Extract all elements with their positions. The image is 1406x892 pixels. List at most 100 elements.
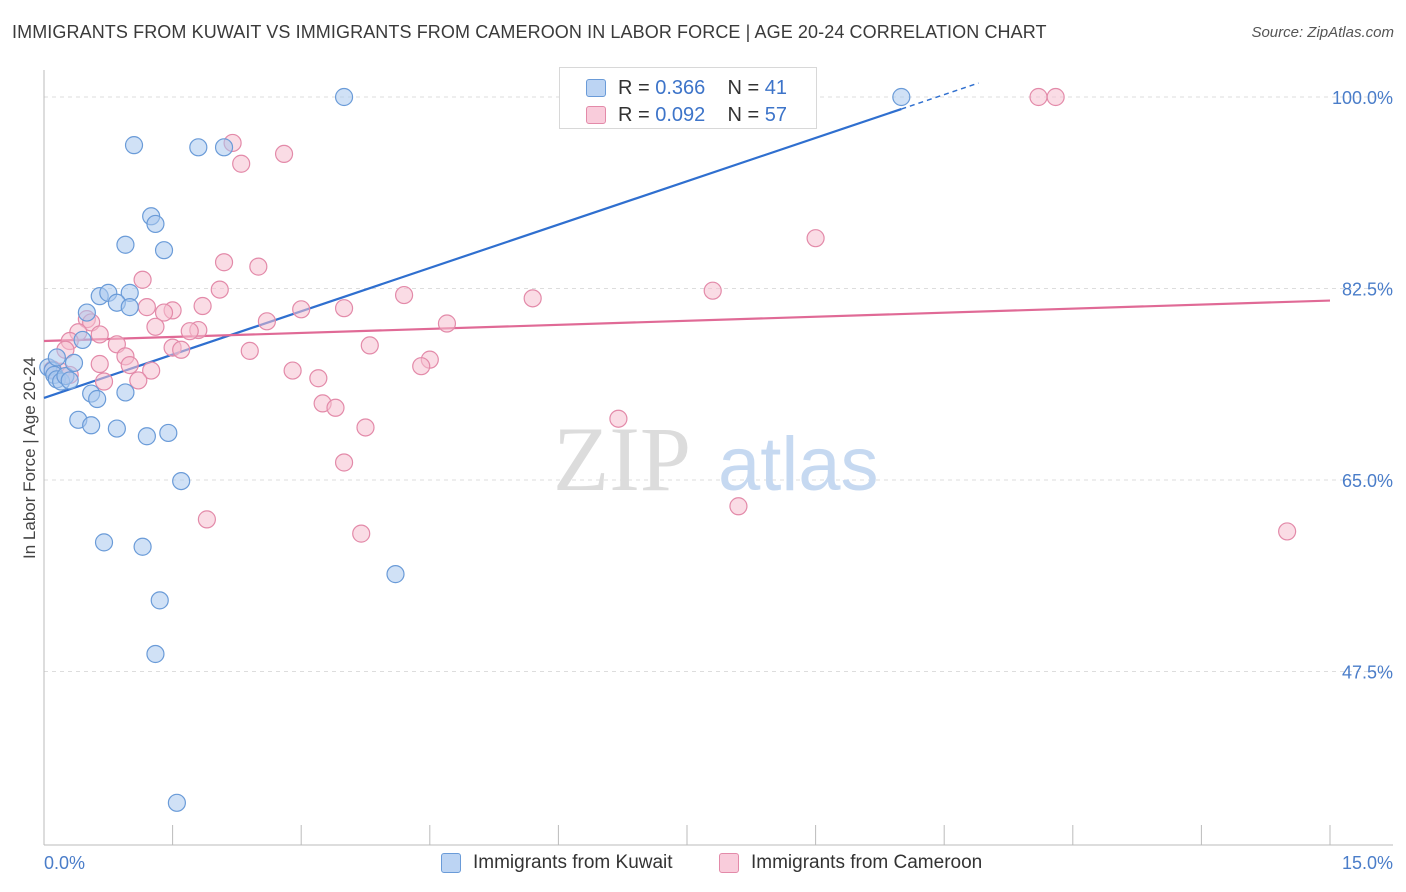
cameroon-point-5 [806,229,825,248]
legend-n-kuwait: 41 [764,77,788,99]
y-tick-label-3: 100.0% [1332,88,1393,108]
cameroon-point-48 [356,418,375,437]
cameroon-point-11 [523,289,542,308]
kuwait-point-23 [64,353,84,373]
legend-n-cameroon: 57 [764,104,788,126]
cameroon-point-31 [172,340,191,359]
kuwait-point-26 [88,389,107,409]
legend-r-kuwait: 0.366 [655,77,706,99]
cameroon-point-42 [94,372,114,391]
y-tick-label-0: 47.5% [1342,663,1393,683]
cameroon-point-52 [352,524,371,543]
kuwait-point-37 [150,591,169,610]
kuwait-point-1 [892,87,911,107]
cameroon-point-8 [133,270,152,289]
legend-swatch-kuwait-bottom [441,853,461,873]
kuwait-point-4 [214,138,234,157]
y-tick-label-2: 82.5% [1342,280,1393,300]
cameroon-point-12 [703,281,722,300]
legend-swatch-kuwait [586,79,606,97]
cameroon-point-3 [274,144,294,164]
cameroon-point-35 [360,336,379,355]
watermark-atlas: atlas [718,422,879,507]
cameroon-point-1 [1046,87,1065,107]
series-legend: Immigrants from Kuwait Immigrants from C… [0,852,1406,878]
legend-swatch-cameroon [586,106,606,124]
cameroon-point-41 [412,357,431,376]
cameroon-point-32 [240,341,259,360]
legend-label-kuwait: Immigrants from Kuwait [473,852,673,873]
cameroon-point-43 [129,371,148,390]
kuwait-point-32 [159,423,178,443]
cameroon-point-44 [309,369,328,388]
kuwait-point-0 [334,87,354,107]
axes [43,70,1393,846]
cameroon-point-9 [210,280,229,299]
legend-label-cameroon: Immigrants from Cameroon [751,852,983,873]
kuwait-point-29 [82,416,101,435]
cameroon-point-50 [729,497,748,516]
y-axis-label: In Labor Force | Age 20-24 [20,357,39,559]
chart-source: Source: ZipAtlas.com [1251,24,1394,41]
trend-line-kuwait-extension [901,82,979,110]
legend-r-cameroon: 0.092 [655,104,706,126]
kuwait-point-13 [120,298,139,317]
kuwait-point-24 [47,348,66,367]
kuwait-point-22 [60,371,79,390]
cameroon-point-6 [214,253,234,272]
cameroon-point-17 [292,300,311,319]
trend-line-cameroon [43,299,1331,343]
kuwait-point-31 [137,427,156,446]
cameroon-point-13 [137,298,156,317]
kuwait-point-2 [124,136,144,155]
kuwait-point-6 [146,214,165,234]
cameroon-point-15 [193,296,212,316]
cameroon-point-10 [394,285,414,305]
kuwait-points [39,87,911,812]
cameroon-point-36 [90,354,109,374]
kuwait-point-3 [189,138,208,157]
cameroon-point-22 [437,314,457,333]
cameroon-point-16 [257,312,277,331]
kuwait-point-35 [133,537,152,556]
cameroon-point-23 [146,317,165,336]
cameroon-point-53 [1278,522,1297,541]
legend-text-kuwait: R = 0.366 N = 41 [618,77,788,99]
kuwait-point-30 [107,419,126,438]
kuwait-point-7 [154,241,174,260]
y-tick-labels: 47.5% 65.0% 82.5% 100.0% [1332,88,1393,683]
kuwait-point-8 [116,235,135,254]
cameroon-point-25 [180,322,199,341]
chart-title: IMMIGRANTS FROM KUWAIT VS IMMIGRANTS FRO… [12,22,1047,42]
cameroon-point-28 [90,325,109,344]
kuwait-point-34 [94,533,114,552]
cameroon-point-7 [249,257,268,276]
cameroon-point-39 [283,361,302,380]
trend-lines [43,82,1331,399]
kuwait-point-36 [386,565,405,584]
cameroon-point-46 [326,398,345,417]
kuwait-point-15 [73,330,92,350]
x-tick-label-0: 0.0% [44,853,85,873]
cameroon-point-49 [334,453,354,472]
cameroon-point-18 [334,299,354,318]
kuwait-point-33 [172,471,191,491]
kuwait-point-39 [167,793,186,812]
legend-text-cameroon: R = 0.092 N = 57 [618,104,788,126]
x-tick-labels: 0.0% 15.0% [44,853,1393,873]
cameroon-point-4 [232,154,251,173]
cameroon-point-0 [1029,87,1048,107]
cameroon-point-47 [609,409,628,428]
cameroon-point-51 [197,510,216,529]
kuwait-point-14 [77,303,96,322]
watermark: ZIP atlas [553,408,879,510]
correlation-legend: R = 0.366 N = 41 R = 0.092 N = 57 [559,67,817,129]
kuwait-point-38 [146,644,165,664]
y-tick-label-1: 65.0% [1342,471,1393,491]
grid-lines [44,96,1393,672]
cameroon-point-19 [154,303,174,322]
x-tick-label-1: 15.0% [1342,853,1393,873]
cameroon-points [43,87,1297,543]
legend-swatch-cameroon-bottom [719,853,739,873]
